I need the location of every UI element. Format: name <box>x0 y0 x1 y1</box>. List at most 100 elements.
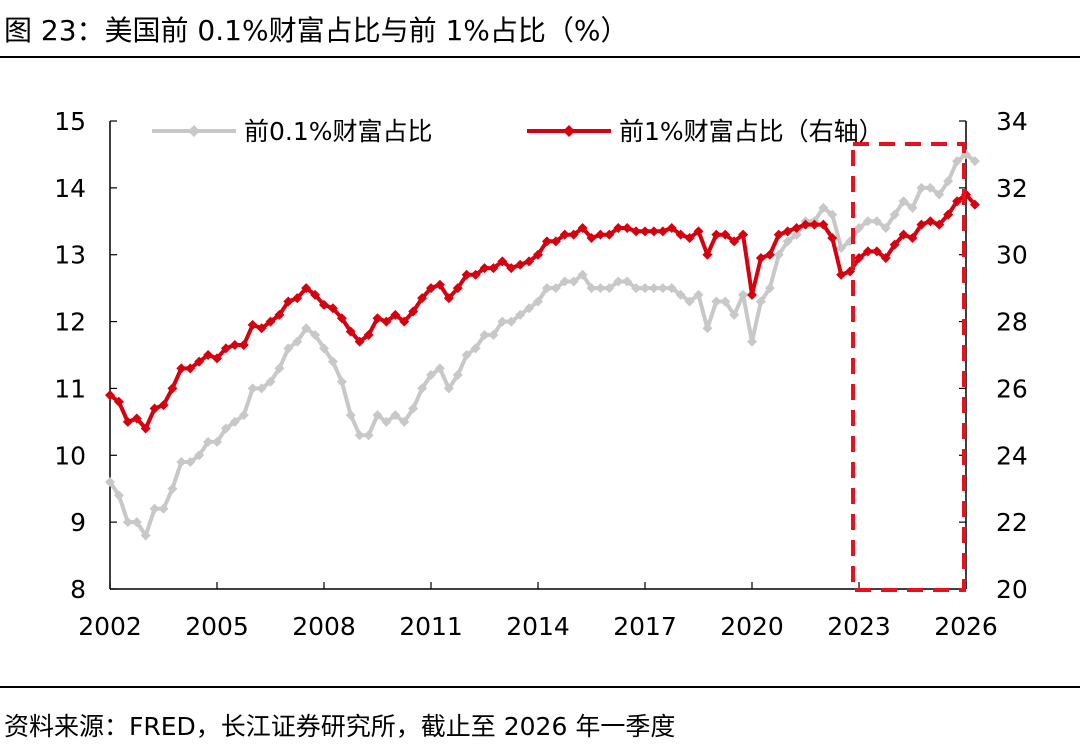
data-point-top01 <box>443 383 454 394</box>
data-point-top01 <box>827 209 838 220</box>
data-point-top01 <box>256 383 267 394</box>
data-point-top01 <box>292 336 303 347</box>
data-point-top1 <box>818 219 829 230</box>
data-point-top01 <box>702 323 713 334</box>
data-point-top1 <box>880 253 891 264</box>
data-point-top1 <box>862 246 873 257</box>
right-tick-label: 34 <box>996 107 1028 136</box>
legend-top1-label: 前1%财富占比（右轴） <box>619 117 884 146</box>
data-point-top01 <box>836 243 847 254</box>
data-point-top1 <box>274 309 285 320</box>
data-point-top01 <box>265 376 276 387</box>
data-point-top1 <box>238 339 249 350</box>
data-point-top1 <box>720 229 731 240</box>
data-point-top1 <box>479 263 490 274</box>
data-point-top1 <box>497 256 508 267</box>
x-tick-label: 2008 <box>292 612 356 641</box>
data-point-top01 <box>122 517 133 528</box>
data-point-top01 <box>577 269 588 280</box>
data-point-top01 <box>934 189 945 200</box>
data-point-top01 <box>345 410 356 421</box>
data-point-top01 <box>203 436 214 447</box>
data-point-top1 <box>533 249 543 260</box>
x-tick-label: 2002 <box>78 612 142 641</box>
data-point-top01 <box>336 376 347 387</box>
data-point-top1 <box>577 222 588 233</box>
data-point-top1 <box>809 219 820 230</box>
data-point-top01 <box>105 477 115 488</box>
data-point-top01 <box>372 410 383 421</box>
figure-title: 图 23：美国前 0.1%财富占比与前 1%占比（%） <box>4 14 629 47</box>
data-point-top1 <box>755 253 766 264</box>
left-tick-label: 14 <box>54 174 86 203</box>
data-point-top01 <box>310 329 321 340</box>
data-point-top1 <box>292 293 303 304</box>
right-tick-label: 20 <box>996 575 1028 604</box>
data-point-top1 <box>729 236 740 247</box>
data-point-top01 <box>854 222 864 233</box>
data-point-top1 <box>131 413 142 424</box>
data-point-top1 <box>568 229 579 240</box>
chart-axes: 8 9 10 11 12 13 14 15 20 22 24 26 28 30 32 34 2002 2005 20… <box>54 107 1028 641</box>
data-point-top1 <box>952 196 963 207</box>
data-point-top01 <box>327 356 338 367</box>
right-tick-label: 32 <box>996 174 1028 203</box>
data-point-top01 <box>506 316 517 327</box>
data-point-top1 <box>506 263 517 274</box>
data-point-top01 <box>622 276 633 287</box>
data-point-top1 <box>640 226 650 237</box>
data-point-top01 <box>354 430 365 441</box>
data-point-top1 <box>898 229 909 240</box>
data-point-top1 <box>836 269 847 280</box>
data-point-top1 <box>390 309 401 320</box>
data-point-top1 <box>738 229 749 240</box>
highlight-rect <box>851 142 966 592</box>
data-point-top1 <box>203 350 214 360</box>
data-point-top01 <box>925 182 936 193</box>
data-point-top01 <box>390 410 401 421</box>
data-point-top1 <box>711 229 722 240</box>
right-tick-label: 28 <box>996 308 1028 337</box>
data-point-top1 <box>595 229 606 240</box>
left-tick-label: 8 <box>70 575 86 604</box>
data-point-top01 <box>533 296 543 307</box>
data-point-top01 <box>417 383 428 394</box>
top-rule <box>0 56 1080 58</box>
data-point-top01 <box>541 283 552 294</box>
data-point-top1 <box>194 356 205 367</box>
right-tick-label: 24 <box>996 441 1028 470</box>
data-point-top01 <box>943 176 954 187</box>
data-point-top1 <box>559 229 570 240</box>
highlight-box <box>851 142 966 592</box>
data-point-top1 <box>354 336 365 347</box>
data-point-top01 <box>747 336 757 347</box>
data-point-top01 <box>755 296 766 307</box>
data-point-top1 <box>648 226 659 237</box>
data-point-top1 <box>925 216 936 227</box>
data-point-top1 <box>149 403 160 414</box>
data-point-top1 <box>773 229 784 240</box>
data-point-top01 <box>818 202 829 213</box>
data-point-top1 <box>158 400 169 411</box>
data-point-top1 <box>747 289 757 300</box>
data-point-top1 <box>229 339 240 350</box>
data-point-top01 <box>283 343 294 354</box>
data-point-top1 <box>889 239 900 250</box>
data-point-top1 <box>702 249 713 260</box>
data-point-top01 <box>220 423 231 434</box>
data-point-top1 <box>604 229 615 240</box>
data-point-top01 <box>515 309 526 320</box>
data-point-top1 <box>871 246 882 257</box>
data-point-top01 <box>613 276 624 287</box>
data-point-top1 <box>524 256 535 267</box>
data-point-top1 <box>113 396 124 407</box>
data-point-top01 <box>862 216 873 227</box>
data-point-top1 <box>399 316 410 327</box>
data-point-top1 <box>452 283 463 294</box>
right-tick-label: 30 <box>996 241 1028 270</box>
data-point-top01 <box>586 283 597 294</box>
x-tick-label: 2005 <box>185 612 249 641</box>
left-tick-label: 15 <box>54 107 86 136</box>
data-point-top01 <box>479 329 490 340</box>
